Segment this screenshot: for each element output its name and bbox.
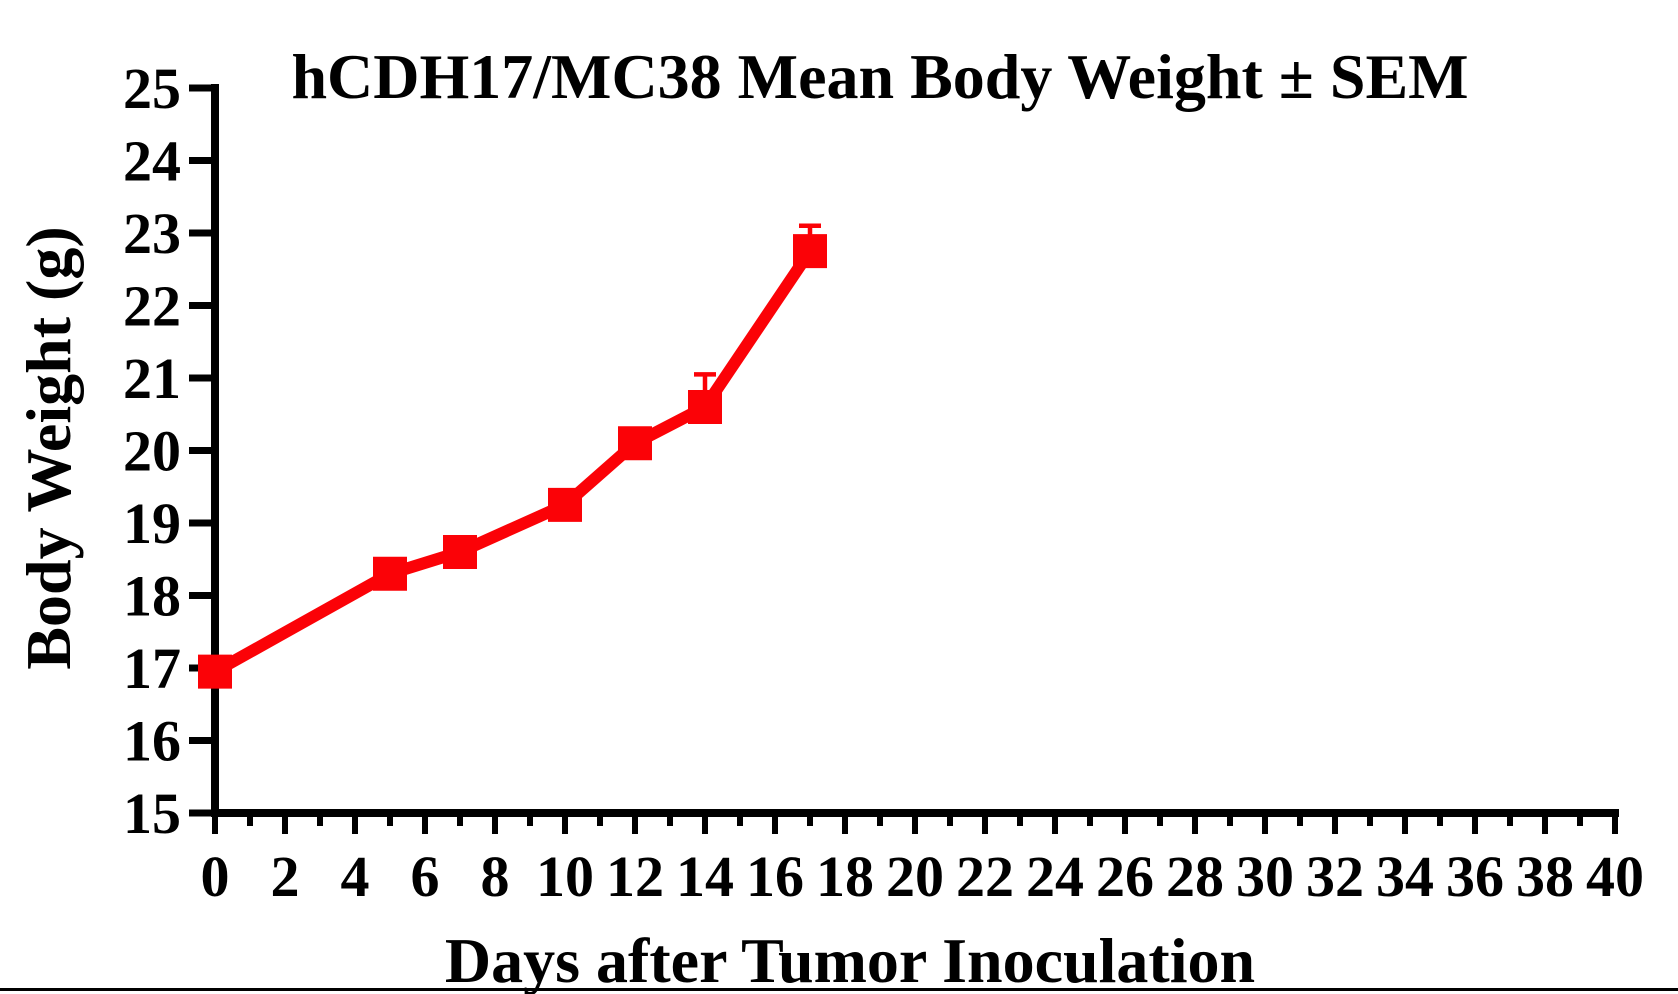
data-point-marker: [793, 234, 827, 269]
x-tick-label: 36: [1446, 844, 1504, 909]
x-tick-label: 26: [1096, 844, 1154, 909]
y-tick-label: 18: [123, 564, 181, 629]
y-tick-label: 15: [123, 781, 181, 846]
x-tick-label: 4: [341, 844, 370, 909]
x-tick-label: 2: [271, 844, 300, 909]
data-point-marker: [548, 487, 582, 522]
x-tick-label: 6: [411, 844, 440, 909]
x-tick-label: 22: [956, 844, 1014, 909]
x-tick-label: 34: [1376, 844, 1434, 909]
x-tick-label: 28: [1166, 844, 1224, 909]
y-tick-label: 17: [123, 636, 181, 701]
chart-title: hCDH17/MC38 Mean Body Weight ± SEM: [291, 41, 1468, 112]
x-tick-label: 0: [201, 844, 230, 909]
x-tick-label: 18: [816, 844, 874, 909]
x-tick-label: 14: [676, 844, 734, 909]
series-line: [212, 247, 815, 677]
x-tick-label: 16: [746, 844, 804, 909]
y-tick-label: 19: [123, 491, 181, 556]
x-tick-label: 24: [1026, 844, 1084, 909]
x-tick-label: 12: [606, 844, 664, 909]
data-point-marker: [688, 390, 722, 424]
x-tick-label: 8: [481, 844, 510, 909]
y-tick-label: 25: [123, 56, 181, 121]
x-tick-label: 20: [886, 844, 944, 909]
series-layer: [198, 223, 827, 689]
y-tick-label: 16: [123, 709, 181, 774]
x-tick-label: 32: [1306, 844, 1364, 909]
data-point-marker: [618, 426, 652, 461]
x-axis-title: Days after Tumor Inoculation: [445, 925, 1255, 994]
y-tick-label: 23: [123, 201, 181, 266]
x-tick-label: 30: [1236, 844, 1294, 909]
data-point-marker: [443, 535, 477, 569]
x-tick-label: 38: [1516, 844, 1574, 909]
bottom-divider: [0, 988, 1678, 991]
x-tick-label: 10: [536, 844, 594, 909]
y-tick-label: 22: [123, 274, 181, 339]
y-tick-label: 20: [123, 419, 181, 484]
x-tick-label: 40: [1586, 844, 1644, 909]
y-tick-label: 24: [123, 129, 181, 194]
data-point-marker: [198, 654, 232, 689]
y-tick-label: 21: [123, 346, 181, 411]
data-point-marker: [373, 556, 407, 591]
y-axis-title: Body Weight (g): [13, 226, 84, 669]
